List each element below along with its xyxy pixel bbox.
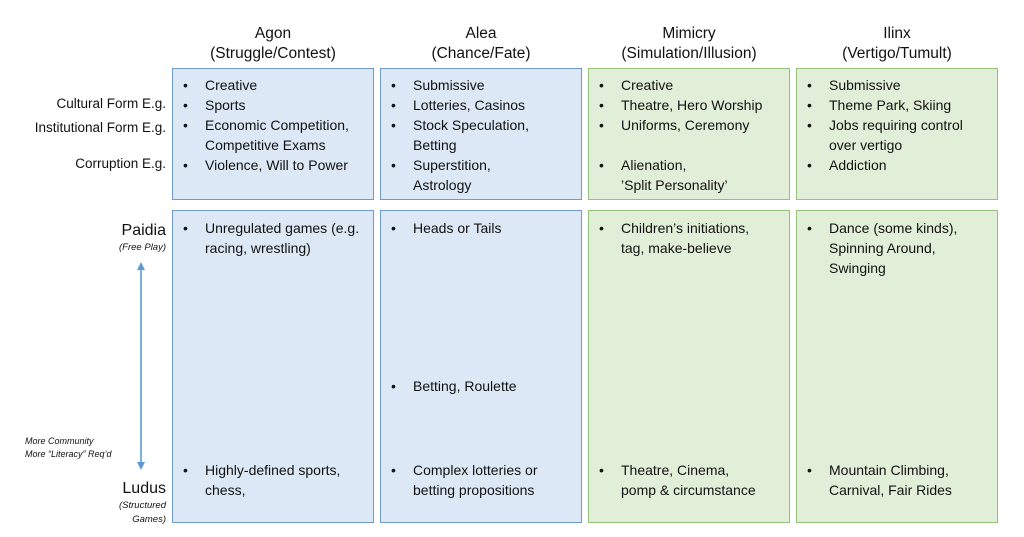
item-text: Heads or Tails bbox=[413, 220, 502, 236]
item-text: Highly-defined sports, chess, bbox=[205, 462, 341, 498]
item-text: Lotteries, Casinos bbox=[413, 97, 526, 113]
item-text: Dance (some kinds), Spinning Around, Swi… bbox=[829, 220, 958, 276]
play-cell-agon: • Unregulated games (e.g. racing, wrestli… bbox=[172, 210, 374, 523]
forms-cell-agon: • Creative • Sports • Economic Competition, C… bbox=[172, 68, 374, 200]
bullet-icon: • bbox=[391, 462, 396, 478]
bullet-icon: • bbox=[807, 220, 812, 236]
bullet-icon: • bbox=[599, 220, 604, 236]
column-title: Ilinx bbox=[883, 25, 911, 42]
column-header-agon: Agon (Struggle/Contest) bbox=[172, 24, 374, 64]
bullet-icon: • bbox=[391, 77, 396, 93]
paidia-ludus-arrow bbox=[137, 262, 145, 470]
column-header-mimicry: Mimicry (Simulation/Illusion) bbox=[588, 24, 790, 64]
axis-note: More Community More “Literacy” Req’d bbox=[25, 436, 112, 459]
item-text: Uniforms, Ceremony bbox=[621, 117, 750, 133]
bullet-icon: • bbox=[183, 77, 188, 93]
bullet-icon: • bbox=[599, 77, 604, 93]
item-text: Betting, Roulette bbox=[413, 378, 517, 394]
item-text: Violence, Will to Power bbox=[205, 157, 348, 173]
item-text: Mountain Climbing, Carnival, Fair Rides bbox=[829, 462, 952, 498]
column-header-ilinx: Ilinx (Vertigo/Tumult) bbox=[796, 24, 998, 64]
item-text: Superstition, Astrology bbox=[413, 157, 491, 193]
ludus-label: Ludus bbox=[122, 480, 166, 497]
forms-cell-alea: • Submissive • Lotteries, Casinos • Stock Spe… bbox=[380, 68, 582, 200]
column-subtitle: (Struggle/Contest) bbox=[210, 45, 336, 62]
item-text: Theme Park, Skiing bbox=[829, 97, 952, 113]
bullet-icon: • bbox=[599, 97, 604, 113]
column-title: Mimicry bbox=[662, 25, 716, 42]
play-cell-ilinx: • Dance (some kinds), Spinning Around, Sw… bbox=[796, 210, 998, 523]
bullet-icon: • bbox=[391, 117, 396, 133]
play-cell-alea: • Heads or Tails • Betting, Roulette • Comple… bbox=[380, 210, 582, 523]
item-text: Jobs requiring control over vertigo bbox=[829, 117, 963, 153]
bullet-icon: • bbox=[807, 157, 812, 173]
bullet-icon: • bbox=[391, 220, 396, 236]
item-text: Submissive bbox=[413, 77, 485, 93]
column-header-alea: Alea (Chance/Fate) bbox=[380, 24, 582, 64]
item-text: Creative bbox=[621, 77, 674, 93]
bullet-icon: • bbox=[807, 462, 812, 478]
bullet-icon: • bbox=[807, 117, 812, 133]
row-label-institutional: Institutional Form E.g. bbox=[34, 120, 166, 135]
column-subtitle: (Vertigo/Tumult) bbox=[842, 45, 952, 62]
item-text: Alienation, ’Split Personality’ bbox=[621, 157, 728, 193]
bullet-icon: • bbox=[599, 157, 604, 173]
forms-cell-mimicry: • Creative • Theatre, Hero Worship • Uniforms… bbox=[588, 68, 790, 200]
bullet-icon: • bbox=[391, 378, 396, 394]
column-subtitle: (Chance/Fate) bbox=[431, 45, 531, 62]
item-text: Theatre, Cinema, pomp & circumstance bbox=[621, 462, 756, 498]
ludus-subtitle: (Structured Games) bbox=[119, 500, 166, 525]
item-text: Theatre, Hero Worship bbox=[621, 97, 763, 113]
column-title: Agon bbox=[254, 25, 292, 42]
bullet-icon: • bbox=[391, 157, 396, 173]
row-label-cultural: Cultural Form E.g. bbox=[56, 96, 166, 111]
bullet-icon: • bbox=[183, 117, 188, 133]
item-text: Addiction bbox=[829, 157, 887, 173]
bullet-icon: • bbox=[391, 97, 396, 113]
bullet-icon: • bbox=[599, 117, 604, 133]
bullet-icon: • bbox=[599, 462, 604, 478]
bullet-icon: • bbox=[183, 157, 188, 173]
bullet-icon: • bbox=[183, 97, 188, 113]
item-text: Complex lotteries or betting proposition… bbox=[413, 462, 538, 498]
row-label-corruption: Corruption E.g. bbox=[75, 156, 166, 171]
item-text: Unregulated games (e.g. racing, wrestlin… bbox=[205, 220, 360, 256]
play-cell-mimicry: • Children’s initiations, tag, make-belie… bbox=[588, 210, 790, 523]
item-text: Stock Speculation, Betting bbox=[413, 117, 529, 153]
item-text: Economic Competition, Competitive Exams bbox=[205, 117, 349, 153]
item-text: Submissive bbox=[829, 77, 901, 93]
item-text: Creative bbox=[205, 77, 258, 93]
bullet-icon: • bbox=[183, 462, 188, 478]
paidia-label: Paidia bbox=[121, 222, 166, 239]
item-text: Sports bbox=[205, 97, 246, 113]
forms-cell-ilinx: • Submissive • Theme Park, Skiing • Jobs requ… bbox=[796, 68, 998, 200]
bullet-icon: • bbox=[807, 77, 812, 93]
column-subtitle: (Simulation/Illusion) bbox=[621, 45, 757, 62]
item-text: Children’s initiations, tag, make-believ… bbox=[621, 220, 750, 256]
bullet-icon: • bbox=[183, 220, 188, 236]
column-title: Alea bbox=[465, 25, 497, 42]
paidia-subtitle: (Free Play) bbox=[119, 242, 166, 253]
bullet-icon: • bbox=[807, 97, 812, 113]
